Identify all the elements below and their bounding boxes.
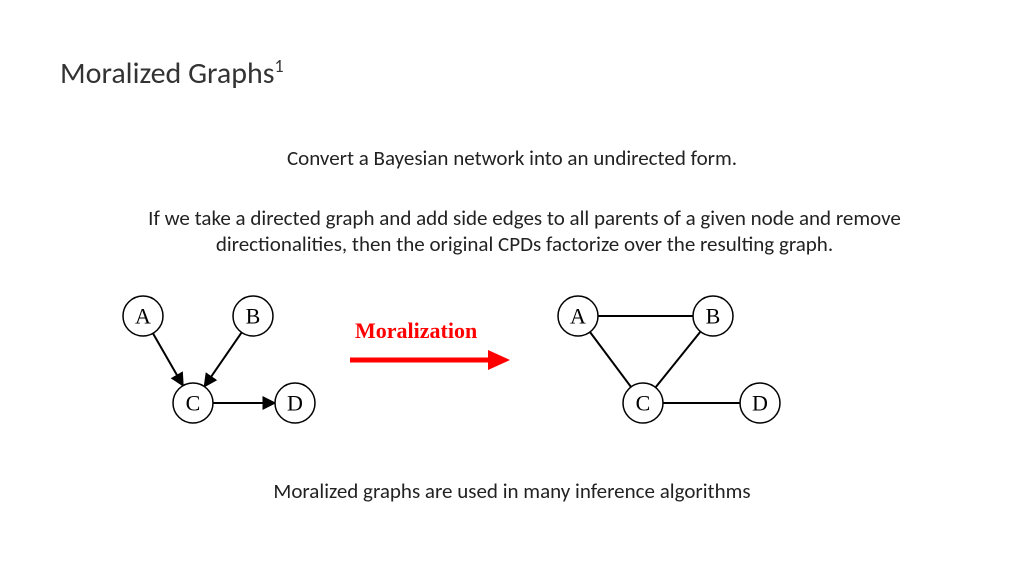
graph-edge	[656, 332, 701, 388]
graph-node-label: C	[186, 391, 201, 416]
subtitle-text: Convert a Bayesian network into an undir…	[0, 145, 1024, 171]
graph-node-label: B	[706, 304, 721, 329]
diagram-area: A B C D A B C D Moralization	[0, 280, 1024, 460]
graph-edge	[204, 332, 241, 386]
graph-node-label: B	[246, 304, 261, 329]
graph-edge	[153, 333, 183, 385]
moralization-label: Moralization	[355, 318, 477, 344]
title-sup: 1	[275, 55, 284, 77]
graph-node-label: A	[135, 304, 151, 329]
body-text: If we take a directed graph and add side…	[115, 205, 934, 258]
graph-svg: A B C D A B C D	[0, 280, 1024, 460]
graph-node-label: C	[636, 391, 651, 416]
graph-node-label: D	[752, 391, 768, 416]
moralization-arrowhead	[488, 350, 510, 370]
graph-node-label: A	[570, 304, 586, 329]
title-text: Moralized Graphs	[60, 55, 275, 92]
slide-title: Moralized Graphs1	[60, 55, 284, 92]
graph-edge	[590, 332, 631, 387]
graph-node-label: D	[287, 391, 303, 416]
footer-text: Moralized graphs are used in many infere…	[0, 478, 1024, 504]
